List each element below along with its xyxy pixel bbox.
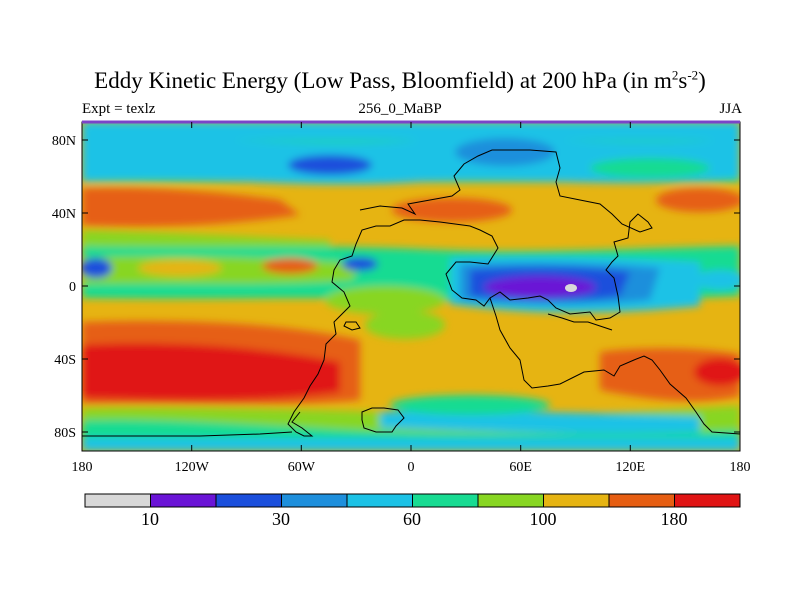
x-tick-label: 120E <box>616 460 646 475</box>
run-label: 256_0_MaBP <box>358 101 442 117</box>
y-tick-label: 80S <box>54 426 76 441</box>
y-tick-label: 40N <box>52 207 76 222</box>
contour-band <box>590 158 710 178</box>
colorbar-swatch <box>412 493 479 508</box>
coastline <box>82 431 293 437</box>
colorbar-label: 60 <box>403 509 421 529</box>
x-tick-label: 60W <box>288 460 316 475</box>
colorbar-swatch <box>477 493 544 508</box>
figure-title: Eddy Kinetic Energy (Low Pass, Bloomfiel… <box>94 67 706 93</box>
colorbar-swatch <box>215 493 282 508</box>
contour-band <box>365 311 445 339</box>
contour-band <box>138 260 222 276</box>
contour-band <box>380 411 700 434</box>
x-tick-label: 0 <box>408 460 415 475</box>
colorbar-swatch <box>150 493 217 508</box>
contour-band <box>484 276 596 298</box>
x-tick-label: 180 <box>730 460 751 475</box>
colorbar-label: 180 <box>661 509 688 529</box>
x-tick-label: 180 <box>72 460 93 475</box>
continent-outlines <box>82 149 740 437</box>
colorbar-swatch <box>608 493 675 508</box>
contour-band <box>565 284 577 292</box>
coastline <box>343 321 361 331</box>
colorbar-labels: 10 30 60 100 180 <box>141 509 688 529</box>
colorbar-swatch <box>281 493 348 508</box>
coastline <box>287 149 653 437</box>
contour-band <box>656 188 740 212</box>
contour-band <box>390 395 550 415</box>
contour-band <box>325 286 445 314</box>
contour-band <box>82 438 740 451</box>
contour-band <box>82 195 262 222</box>
colorbar-label: 30 <box>272 509 290 529</box>
colorbar-label: 10 <box>141 509 159 529</box>
contour-band <box>82 137 740 185</box>
colorbar-swatch <box>346 493 413 508</box>
contour-band <box>694 270 740 290</box>
colorbar-label: 100 <box>530 509 557 529</box>
contour-band <box>262 258 318 274</box>
contour-band <box>288 155 372 175</box>
contour-band <box>392 198 512 222</box>
colorbar <box>84 493 741 508</box>
y-tick-label: 80N <box>52 134 76 149</box>
x-axis-labels: 180 120W 60W 0 60E 120E 180 <box>72 460 751 475</box>
colorbar-swatch <box>84 493 151 508</box>
y-tick-label: 0 <box>69 280 76 295</box>
experiment-label: Expt = texlz <box>82 101 156 117</box>
colorbar-swatch <box>674 493 741 508</box>
coastline <box>361 407 405 433</box>
x-axis-ticks <box>81 122 741 451</box>
contour-band <box>694 358 740 386</box>
y-axis-ticks <box>82 139 740 433</box>
colorbar-swatch <box>543 493 610 508</box>
contour-band <box>82 258 112 278</box>
season-label: JJA <box>719 101 742 117</box>
x-tick-label: 120W <box>175 460 210 475</box>
y-tick-label: 40S <box>54 353 76 368</box>
coastline <box>547 313 613 331</box>
contour-band <box>82 343 340 401</box>
contour-band <box>455 138 555 166</box>
contour-band <box>342 257 378 271</box>
x-tick-label: 60E <box>509 460 532 475</box>
eke-field <box>82 122 740 451</box>
contour-band <box>82 230 330 252</box>
y-axis-labels: 80N 40N 0 40S 80S <box>52 134 76 441</box>
coastline <box>489 297 740 435</box>
